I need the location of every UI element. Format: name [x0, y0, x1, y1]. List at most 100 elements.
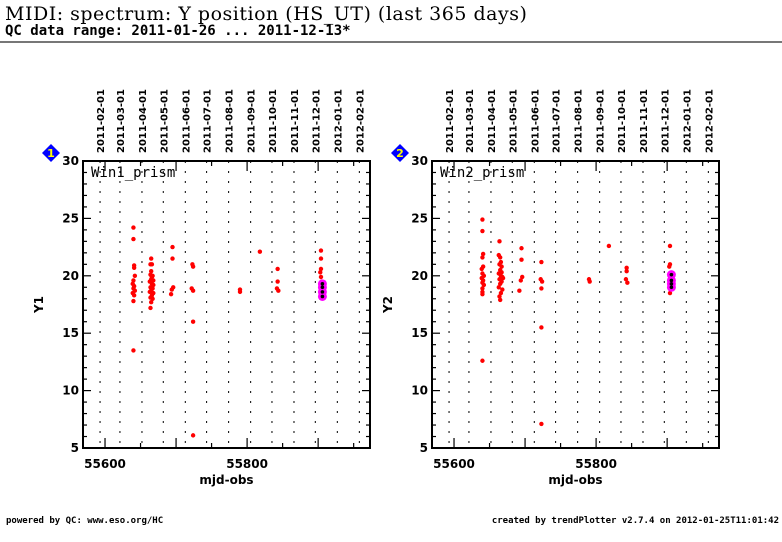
panel-badge-number: 2	[396, 147, 404, 160]
data-point	[499, 270, 504, 275]
highlight-point	[669, 278, 674, 283]
highlight-point	[669, 272, 674, 277]
date-tick-label: 2011-05-01	[159, 89, 170, 153]
data-point	[147, 289, 152, 295]
date-tick-label: 2011-06-01	[181, 89, 192, 153]
highlight-point	[669, 285, 674, 290]
x-tick-label: 55600	[84, 457, 126, 471]
date-tick-label: 2012-02-01	[704, 89, 715, 153]
data-point	[131, 298, 136, 304]
data-point	[148, 269, 154, 274]
x-tick-label: 55800	[575, 457, 617, 471]
highlight-point	[320, 282, 325, 286]
panel-badge-number: 1	[47, 147, 55, 160]
data-point	[480, 251, 486, 257]
data-point	[667, 290, 673, 296]
data-point	[539, 279, 545, 284]
trend-plots: 2011-02-01 2011-03-01 2011-04-01 2011-05-01…	[32, 89, 720, 487]
data-point	[168, 291, 174, 297]
data-point	[625, 280, 630, 285]
y-tick-label: 20	[62, 269, 79, 283]
highlight-point	[669, 282, 674, 286]
data-point	[276, 288, 281, 293]
y-tick-label: 5	[420, 441, 428, 455]
data-point	[131, 236, 136, 242]
x-tick-label: 55800	[226, 457, 268, 471]
x-axis-label: mjd-obs	[199, 473, 253, 487]
data-point	[517, 288, 522, 293]
y-axis-label: Y1	[32, 296, 46, 314]
date-tick-label: 2011-12-01	[660, 89, 671, 153]
data-point	[587, 279, 592, 284]
date-tick-label: 2012-01-01	[333, 89, 344, 153]
data-point	[190, 319, 196, 324]
y-tick-label: 30	[411, 154, 428, 168]
data-point	[539, 286, 544, 291]
data-point	[539, 259, 544, 265]
date-tick-label: 2011-10-01	[617, 89, 628, 153]
data-point	[497, 239, 502, 244]
data-point	[498, 290, 504, 296]
date-tick-label: 2011-04-01	[138, 89, 149, 153]
data-point	[479, 266, 484, 272]
date-tick-label: 2011-05-01	[508, 89, 519, 153]
data-point	[149, 274, 155, 280]
data-point	[519, 246, 524, 251]
data-point	[318, 270, 323, 275]
date-tick-label: 2011-07-01	[552, 89, 563, 153]
y-tick-label: 5	[71, 441, 79, 455]
data-point	[499, 264, 504, 269]
y-tick-label: 10	[411, 384, 428, 398]
panel-badge-icon	[391, 144, 409, 162]
date-tick-label: 2011-10-01	[268, 89, 279, 153]
highlight-point	[320, 294, 325, 299]
data-point	[539, 421, 544, 427]
data-point	[169, 287, 174, 292]
data-point	[131, 265, 137, 270]
date-tick-label: 2011-04-01	[487, 89, 498, 153]
data-point	[624, 265, 629, 270]
highlight-point	[320, 285, 325, 290]
data-point	[170, 244, 175, 250]
data-point	[480, 286, 485, 291]
y-tick-label: 30	[62, 154, 79, 168]
data-point	[496, 285, 501, 290]
footer-created-by: created by trendPlotter v2.7.4 on 2012-0…	[491, 516, 779, 526]
x-axis-label: mjd-obs	[548, 473, 602, 487]
date-tick-label: 2011-03-01	[465, 89, 476, 153]
data-range-subtitle: QC data range: 2011-01-26 ... 2011-12-13…	[5, 23, 351, 39]
data-point	[520, 274, 525, 280]
plot-panel-1: 2011-02-01 2011-03-01 2011-04-01 2011-05-01…	[32, 89, 371, 487]
data-point	[481, 282, 487, 288]
x-tick-label: 55600	[433, 457, 475, 471]
date-tick-label: 2011-11-01	[639, 89, 650, 153]
data-point	[131, 293, 137, 298]
data-point	[667, 264, 672, 269]
y-tick-label: 25	[411, 211, 428, 225]
data-point	[318, 256, 324, 261]
data-point	[150, 296, 155, 301]
date-tick-label: 2011-12-01	[311, 89, 322, 153]
data-point	[148, 300, 154, 305]
panel-badge-icon	[42, 144, 60, 162]
panel-label: Win2_prism	[440, 165, 524, 181]
plot-panel-2: 2011-02-01 2011-03-01 2011-04-01 2011-05-01…	[381, 89, 720, 487]
y-tick-label: 15	[62, 326, 79, 340]
data-point	[497, 294, 502, 299]
data-point	[132, 273, 138, 278]
date-tick-label: 2011-08-01	[574, 89, 585, 153]
date-tick-label: 2011-02-01	[445, 89, 456, 153]
header-divider	[0, 41, 782, 43]
data-point	[623, 277, 629, 282]
data-point	[624, 269, 629, 274]
data-point	[497, 281, 503, 287]
panel-label: Win1_prism	[91, 165, 175, 181]
y-tick-label: 25	[62, 211, 79, 225]
y-tick-label: 20	[411, 269, 428, 283]
data-point	[190, 264, 196, 269]
data-point	[131, 278, 136, 283]
date-tick-label: 2011-03-01	[116, 89, 127, 153]
data-point	[170, 256, 175, 261]
data-point	[275, 279, 280, 284]
date-tick-label: 2011-11-01	[290, 89, 301, 153]
